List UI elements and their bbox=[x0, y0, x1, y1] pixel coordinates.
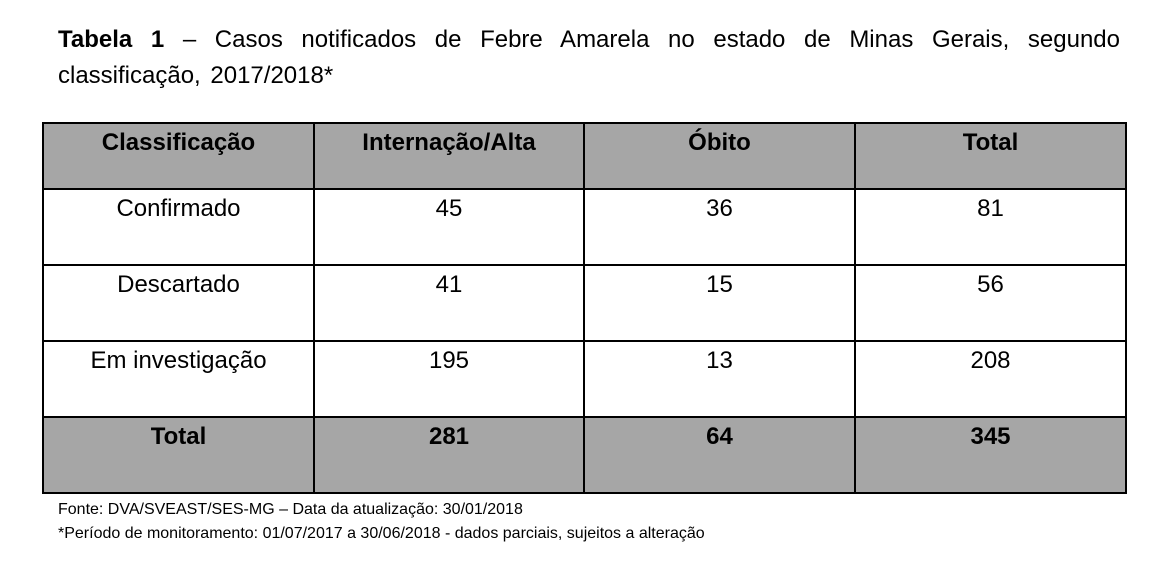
header-internacao-alta: Internação/Alta bbox=[313, 122, 585, 190]
yellow-fever-cases-table: Classificação Internação/Alta Óbito Tota… bbox=[42, 122, 1127, 494]
cell-obito: 36 bbox=[583, 188, 856, 266]
cell-total: 208 bbox=[854, 340, 1127, 418]
cell-total: 81 bbox=[854, 188, 1127, 266]
cell-total: 56 bbox=[854, 264, 1127, 342]
total-total: 345 bbox=[854, 416, 1127, 494]
cell-internacao-alta: 195 bbox=[313, 340, 585, 418]
period-note: *Período de monitoramento: 01/07/2017 a … bbox=[58, 525, 705, 542]
total-internacao-alta: 281 bbox=[313, 416, 585, 494]
cell-classificacao: Descartado bbox=[42, 264, 315, 342]
cell-obito: 13 bbox=[583, 340, 856, 418]
header-obito: Óbito bbox=[583, 122, 856, 190]
total-obito: 64 bbox=[583, 416, 856, 494]
cell-obito: 15 bbox=[583, 264, 856, 342]
table-caption-text: – Casos notificados de Febre Amarela no … bbox=[58, 26, 1120, 89]
cell-classificacao: Confirmado bbox=[42, 188, 315, 266]
cell-internacao-alta: 41 bbox=[313, 264, 585, 342]
table-row: Confirmado 45 36 81 bbox=[42, 188, 1127, 266]
table-total-row: Total 281 64 345 bbox=[42, 416, 1127, 494]
table-caption-label: Tabela 1 bbox=[58, 26, 165, 53]
header-classificacao: Classificação bbox=[42, 122, 315, 190]
source-note: Fonte: DVA/SVEAST/SES-MG – Data da atual… bbox=[58, 501, 523, 518]
table-header-row: Classificação Internação/Alta Óbito Tota… bbox=[42, 122, 1127, 190]
table-caption: Tabela 1 – Casos notificados de Febre Am… bbox=[58, 22, 1120, 94]
table-row: Em investigação 195 13 208 bbox=[42, 340, 1127, 418]
cell-classificacao: Em investigação bbox=[42, 340, 315, 418]
header-total: Total bbox=[854, 122, 1127, 190]
cell-internacao-alta: 45 bbox=[313, 188, 585, 266]
table-row: Descartado 41 15 56 bbox=[42, 264, 1127, 342]
total-label: Total bbox=[42, 416, 315, 494]
table-notes: Fonte: DVA/SVEAST/SES-MG – Data da atual… bbox=[58, 498, 705, 546]
